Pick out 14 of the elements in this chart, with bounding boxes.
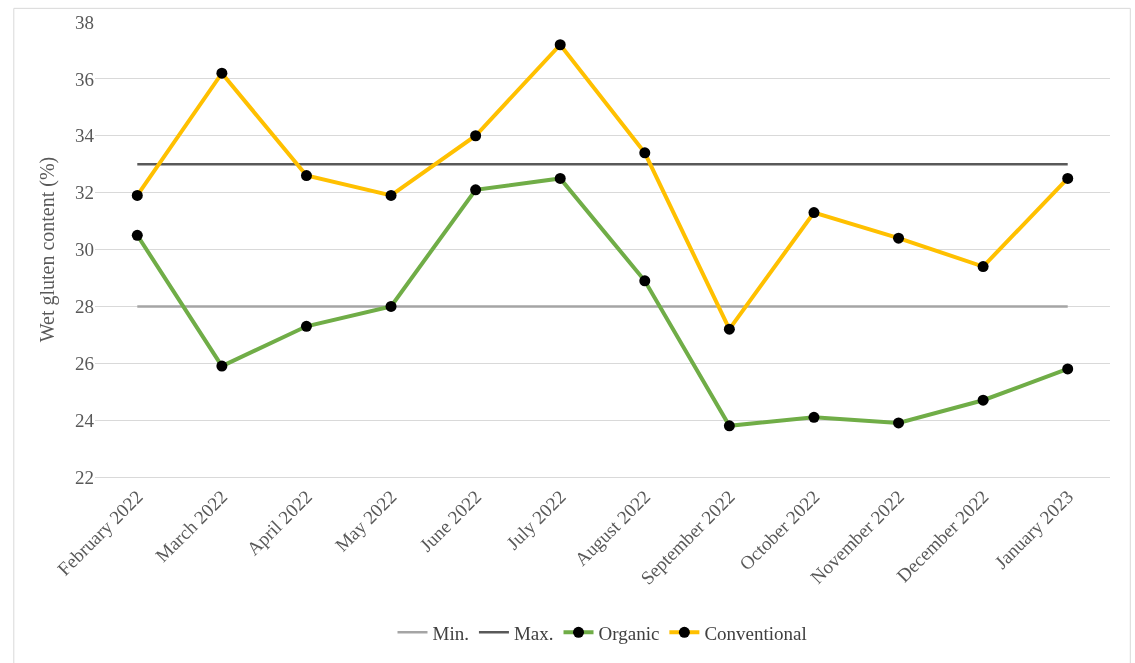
y-tick-label: 30 bbox=[75, 239, 94, 261]
y-tick-label: 38 bbox=[75, 11, 94, 33]
legend-label: Max. bbox=[513, 622, 554, 644]
y-axis-title: Wet gluten content (%) bbox=[35, 156, 59, 343]
y-tick-label: 22 bbox=[75, 466, 94, 488]
legend-label: Conventional bbox=[704, 622, 807, 644]
y-tick-label: 24 bbox=[75, 409, 95, 431]
y-tick-label: 32 bbox=[75, 182, 94, 204]
y-tick-label: 28 bbox=[75, 296, 94, 318]
legend-label: Min. bbox=[432, 622, 469, 644]
legend-label: Organic bbox=[598, 622, 660, 644]
y-tick-label: 26 bbox=[75, 352, 94, 374]
y-tick-label: 36 bbox=[75, 68, 94, 90]
y-tick-label: 34 bbox=[75, 125, 95, 147]
